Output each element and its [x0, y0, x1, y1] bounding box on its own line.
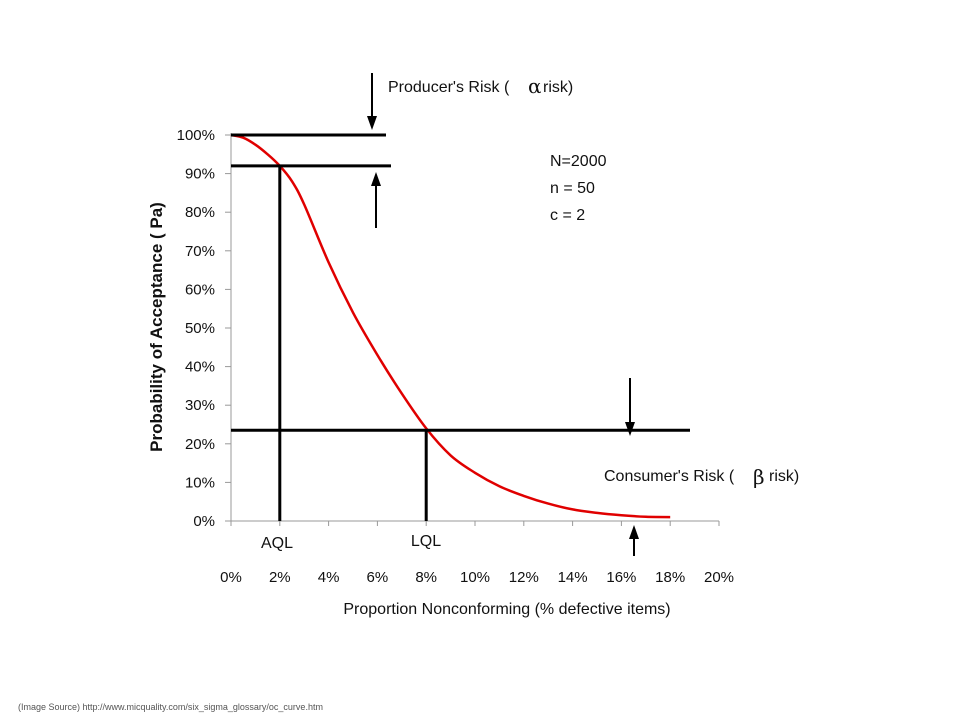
x-tick-label: 20%	[704, 569, 734, 586]
y-tick-label: 90%	[185, 166, 215, 183]
y-tick-label: 50%	[185, 320, 215, 337]
x-tick-label: 12%	[509, 569, 539, 586]
x-tick-labels: 0% 2% 4% 6% 8% 10% 12% 14% 16% 18% 20%	[220, 569, 734, 586]
alpha-symbol: α	[528, 74, 542, 98]
y-tick-label: 30%	[185, 397, 215, 414]
param-c: c = 2	[550, 207, 585, 224]
reference-lines	[231, 133, 690, 521]
x-tick-label: 10%	[460, 569, 490, 586]
x-tick-label: 8%	[415, 569, 437, 586]
x-tick-label: 2%	[269, 569, 291, 586]
x-tick-label: 14%	[558, 569, 588, 586]
x-axis-title: Proportion Nonconforming (% defective it…	[343, 601, 670, 618]
y-tick-labels: 0% 10% 20% 30% 40% 50% 60% 70% 80% 90% 100%	[177, 127, 215, 530]
risk-arrows	[367, 73, 639, 556]
y-tick-label: 0%	[193, 513, 215, 530]
producer-risk-label-end: risk)	[543, 79, 573, 96]
y-tick-label: 100%	[177, 127, 215, 144]
oc-curve-line	[230, 133, 671, 519]
y-tick-label: 10%	[185, 474, 215, 491]
param-n-sample: n = 50	[550, 180, 595, 197]
param-n-population: N=2000	[550, 153, 607, 170]
x-tick-label: 16%	[606, 569, 636, 586]
y-tick-label: 40%	[185, 359, 215, 376]
x-tick-label: 18%	[655, 569, 685, 586]
producer-risk-label: Producer's Risk (	[388, 79, 510, 96]
y-tick-label: 60%	[185, 281, 215, 298]
consumer-risk-arrow-up-head	[629, 525, 639, 539]
x-tick-label: 4%	[318, 569, 340, 586]
y-tick-label: 70%	[185, 243, 215, 260]
image-source-note: (Image Source) http://www.micquality.com…	[18, 702, 323, 712]
beta-symbol: β	[753, 465, 765, 489]
lql-label: LQL	[411, 533, 441, 550]
consumer-risk-label-end: risk)	[769, 468, 799, 485]
x-tick-label: 0%	[220, 569, 242, 586]
y-axis-title: Probability of Acceptance ( Pa)	[147, 202, 166, 452]
aql-label: AQL	[261, 535, 293, 552]
producer-risk-arrow-up-head	[371, 172, 381, 186]
y-tick-label: 80%	[185, 204, 215, 221]
consumer-risk-arrow-down-head	[625, 422, 635, 436]
producer-risk-arrow-down-head	[367, 116, 377, 130]
consumer-risk-label: Consumer's Risk (	[604, 468, 735, 485]
y-tick-label: 20%	[185, 436, 215, 453]
x-tick-label: 6%	[367, 569, 389, 586]
axes	[225, 133, 720, 526]
